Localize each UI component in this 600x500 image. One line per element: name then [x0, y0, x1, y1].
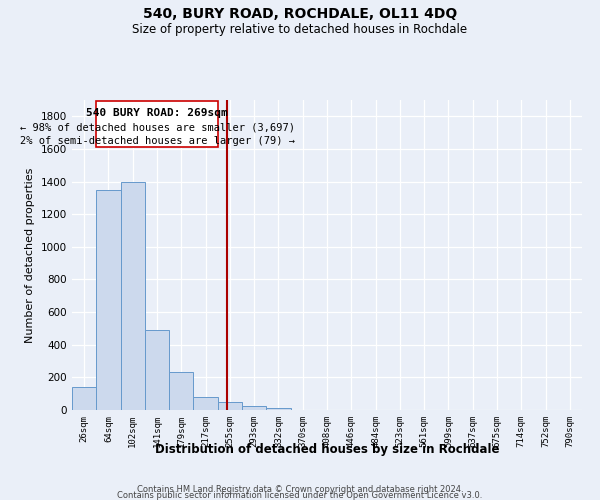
- Text: Size of property relative to detached houses in Rochdale: Size of property relative to detached ho…: [133, 22, 467, 36]
- Text: 2% of semi-detached houses are larger (79) →: 2% of semi-detached houses are larger (7…: [19, 136, 295, 146]
- Text: 540, BURY ROAD, ROCHDALE, OL11 4DQ: 540, BURY ROAD, ROCHDALE, OL11 4DQ: [143, 8, 457, 22]
- Text: Distribution of detached houses by size in Rochdale: Distribution of detached houses by size …: [155, 442, 499, 456]
- Bar: [242, 406, 266, 410]
- Bar: [145, 330, 169, 410]
- Text: 540 BURY ROAD: 269sqm: 540 BURY ROAD: 269sqm: [86, 108, 228, 118]
- Bar: [266, 408, 290, 410]
- Text: Contains HM Land Registry data © Crown copyright and database right 2024.: Contains HM Land Registry data © Crown c…: [137, 485, 463, 494]
- Bar: [218, 402, 242, 410]
- Y-axis label: Number of detached properties: Number of detached properties: [25, 168, 35, 342]
- Bar: [169, 372, 193, 410]
- Bar: [121, 182, 145, 410]
- Text: ← 98% of detached houses are smaller (3,697): ← 98% of detached houses are smaller (3,…: [19, 122, 295, 132]
- Bar: [72, 387, 96, 410]
- Text: Contains public sector information licensed under the Open Government Licence v3: Contains public sector information licen…: [118, 491, 482, 500]
- Bar: [193, 397, 218, 410]
- Bar: [96, 101, 218, 148]
- Bar: [96, 190, 121, 410]
